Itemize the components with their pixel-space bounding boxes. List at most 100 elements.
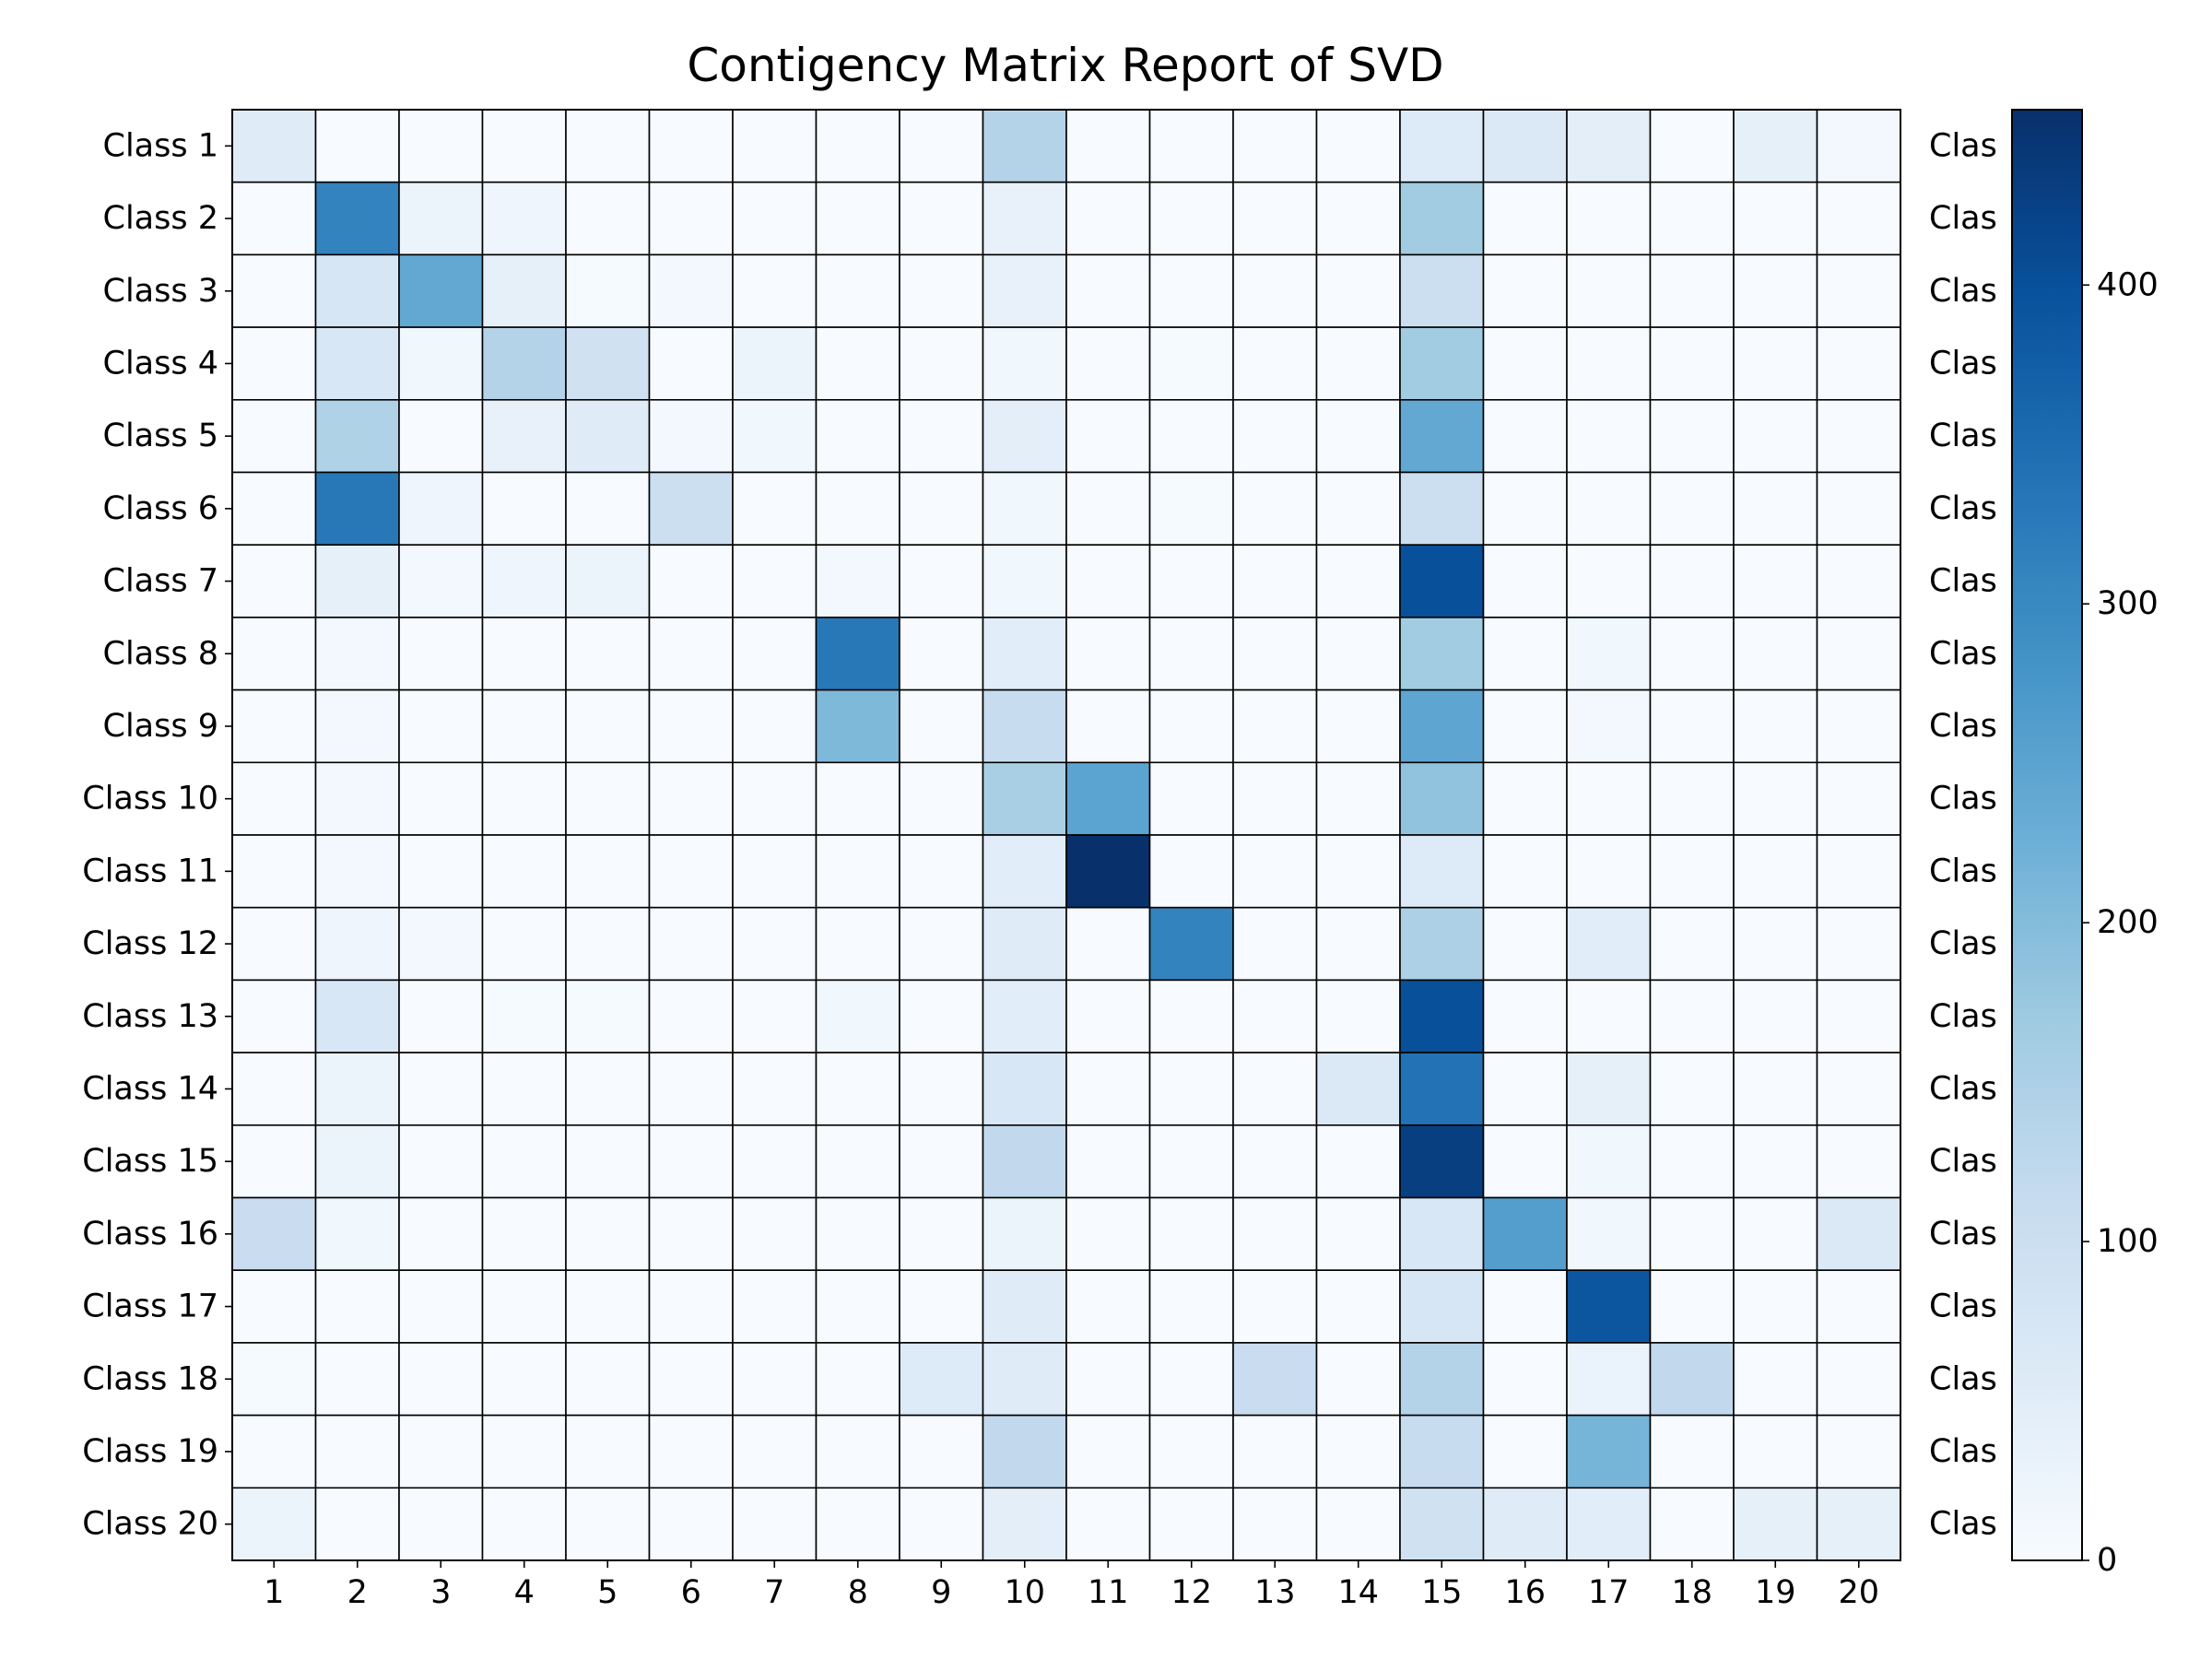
colorbar-tick-label: 0 [2097,1542,2117,1579]
heatmap-cell [1315,1342,1401,1417]
heatmap-cell [481,1124,567,1199]
heatmap-cell [1065,544,1151,618]
heatmap-cell [815,1196,900,1271]
right-row-labels: Clas Clas Clas Clas Clas Clas Clas Clas Clas Clas… [1929,127,1997,1542]
heatmap-cell [1482,1124,1568,1199]
heatmap-cell [1482,1414,1568,1489]
heatmap-cell [565,1124,651,1199]
heatmap-cell [815,398,900,474]
heatmap-cell [231,181,317,256]
heatmap-cell [1399,761,1485,836]
heatmap-cell [899,398,984,474]
heatmap-cell [648,398,734,474]
heatmap-cell [314,181,400,256]
heatmap-cell [314,834,400,909]
heatmap-cell [231,1124,317,1199]
colorbar [2011,109,2083,1561]
heatmap-cell [398,181,484,256]
heatmap-cell [1566,253,1652,328]
heatmap-cell [1733,617,1818,691]
heatmap-cell [1566,1342,1652,1417]
heatmap-cell [565,109,651,183]
heatmap-cell [1315,1124,1401,1199]
heatmap-cell [1566,544,1652,618]
row-label: Class 19 [82,1433,218,1470]
column-label: 1 [264,1574,284,1611]
heatmap-cell [1148,1342,1234,1417]
heatmap-cell [1315,688,1401,764]
heatmap-cell [899,1196,984,1271]
heatmap-cell [899,1269,984,1344]
heatmap-cell [481,1196,567,1271]
heatmap-cell [1148,834,1234,909]
right-row-label: Clas [1929,1070,1997,1107]
heatmap-cell [982,1342,1067,1417]
heatmap-cell [314,326,400,401]
heatmap-cell [899,834,984,909]
heatmap-cell [1816,1269,1901,1344]
row-label: Class 16 [82,1216,218,1253]
heatmap-cell [815,326,900,401]
heatmap-cell [231,1052,317,1126]
heatmap-cell [398,1124,484,1199]
heatmap-cell [1733,1052,1818,1126]
heatmap-cell [1482,1342,1568,1417]
heatmap-cell [398,688,484,764]
heatmap-cell [481,688,567,764]
heatmap-cell [1816,398,1901,474]
heatmap-cell [314,1342,400,1417]
heatmap-cell [565,1342,651,1417]
heatmap-cell [1816,1196,1901,1271]
heatmap-cell [1399,1196,1485,1271]
heatmap-cell [1482,906,1568,982]
heatmap-cell [1733,544,1818,618]
heatmap-cell [899,326,984,401]
heatmap-cell [1232,1487,1318,1561]
heatmap-cell [1566,1196,1652,1271]
heatmap-cell [732,253,818,328]
heatmap-cell [565,1487,651,1561]
heatmap-cell [1649,471,1735,546]
heatmap-cell [1315,471,1401,546]
heatmap-cell [1733,326,1818,401]
right-row-label: Clas [1929,708,1997,745]
column-label: 8 [848,1574,868,1611]
heatmap-cell [1315,1196,1401,1271]
column-label: 19 [1755,1574,1796,1611]
heatmap-cell [1399,544,1485,618]
heatmap-cell [815,1487,900,1561]
heatmap-cell [815,109,900,183]
heatmap-cell [732,1487,818,1561]
heatmap-cell [565,471,651,546]
heatmap-cell [565,181,651,256]
heatmap-cell [1649,398,1735,474]
heatmap-cell [1315,181,1401,256]
heatmap-cell [1315,617,1401,691]
right-row-label: Clas [1929,998,1997,1035]
heatmap-cell [398,979,484,1053]
heatmap-cell [1566,906,1652,982]
heatmap-cell [1733,688,1818,764]
heatmap-cell [481,544,567,618]
heatmap-cell [398,253,484,328]
heatmap-cell [1649,326,1735,401]
heatmap-cell [1482,1487,1568,1561]
heatmap-cell [648,834,734,909]
heatmap-cell [398,617,484,691]
heatmap-cell [565,253,651,328]
heatmap-cell [481,1269,567,1344]
heatmap-cell [231,1414,317,1489]
heatmap-cell [398,1414,484,1489]
column-label: 7 [764,1574,784,1611]
heatmap-cell [481,617,567,691]
column-label: 14 [1337,1574,1379,1611]
heatmap-cell [1232,906,1318,982]
heatmap-cell [1482,617,1568,691]
heatmap-cell [1649,1269,1735,1344]
heatmap-cell [231,109,317,183]
heatmap-cell [732,471,818,546]
heatmap-cell [648,326,734,401]
heatmap-cell [1232,181,1318,256]
heatmap-cell [648,1342,734,1417]
